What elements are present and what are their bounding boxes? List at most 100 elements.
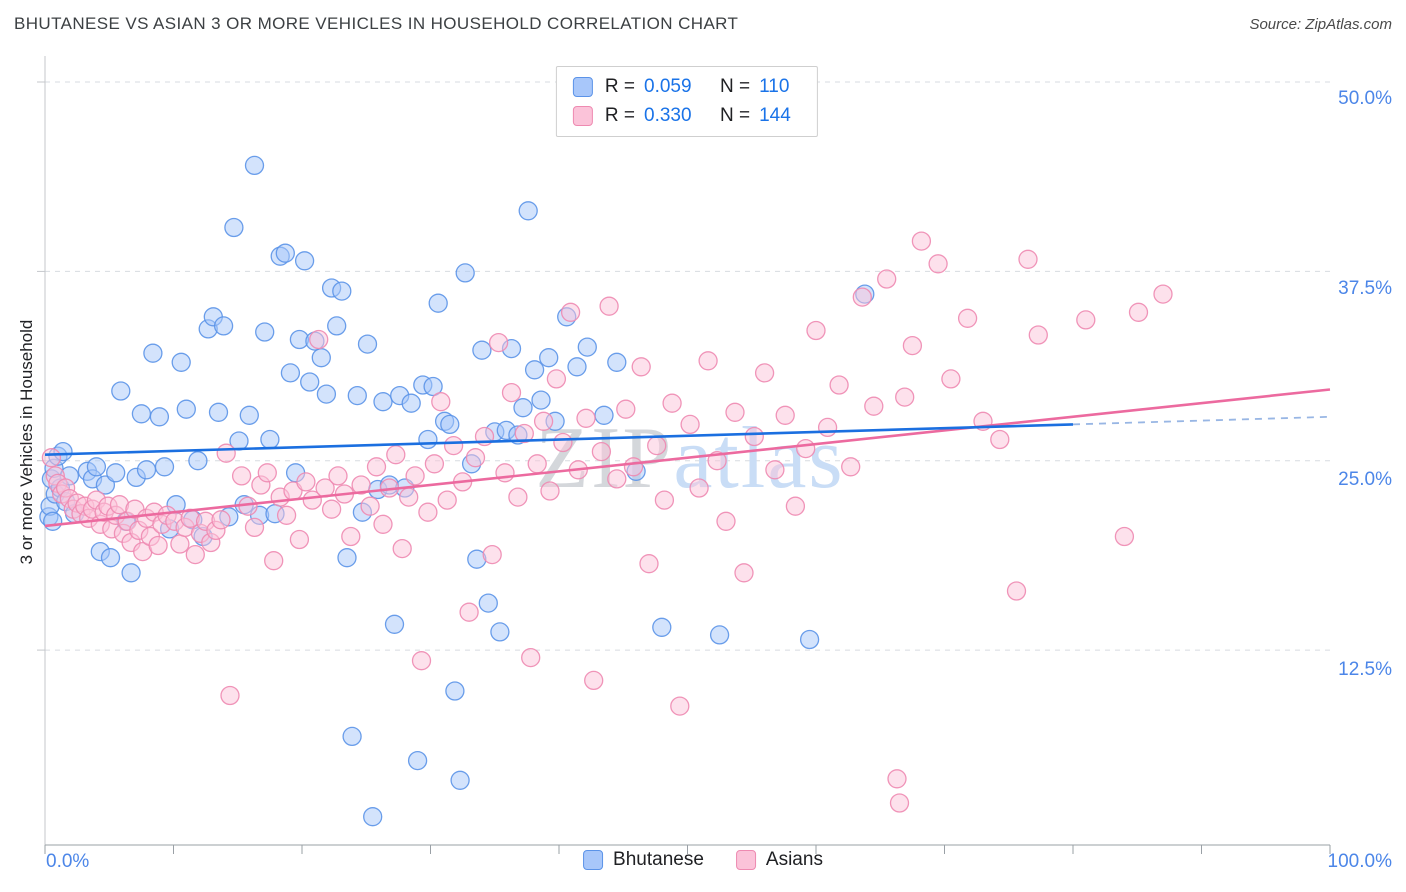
- data-point-asians: [495, 463, 515, 483]
- data-point-bhutanese: [337, 548, 357, 568]
- data-point-bhutanese: [294, 251, 315, 271]
- data-point-asians: [1114, 526, 1135, 547]
- correlation-legend: R = 0.059 N = 110 R = 0.330 N = 144: [555, 66, 819, 137]
- data-point-asians: [514, 423, 534, 444]
- data-point-asians: [616, 399, 636, 419]
- data-point-asians: [877, 269, 897, 289]
- data-point-bhutanese: [100, 548, 121, 568]
- data-point-asians: [928, 254, 948, 274]
- data-point-bhutanese: [171, 352, 191, 372]
- data-point-bhutanese: [188, 451, 208, 471]
- source-attribution: Source: ZipAtlas.com: [1249, 16, 1392, 33]
- data-point-asians: [670, 696, 690, 716]
- data-point-bhutanese: [121, 563, 141, 583]
- n-label: N =: [720, 105, 751, 126]
- data-point-asians: [689, 478, 709, 498]
- data-point-asians: [501, 382, 522, 403]
- data-point-asians: [806, 320, 826, 341]
- data-point-bhutanese: [478, 593, 498, 613]
- data-point-bhutanese: [450, 770, 470, 790]
- n-value-bhutanese: 110: [759, 76, 790, 97]
- data-point-asians: [341, 526, 361, 547]
- x-tick-0: 0.0%: [46, 851, 90, 872]
- y-tick-50: 50.0%: [1338, 88, 1392, 109]
- data-point-bhutanese: [531, 390, 551, 410]
- asians-swatch: [572, 106, 593, 126]
- bhutanese-swatch: [572, 77, 593, 97]
- data-point-bhutanese: [106, 463, 126, 483]
- data-point-asians: [1076, 310, 1096, 330]
- data-point-bhutanese: [43, 511, 63, 531]
- data-point-bhutanese: [275, 243, 295, 263]
- data-point-bhutanese: [260, 429, 280, 450]
- data-point-asians: [465, 448, 486, 468]
- data-point-bhutanese: [255, 322, 275, 342]
- data-point-bhutanese: [111, 381, 131, 401]
- data-point-bhutanese: [213, 316, 234, 336]
- data-point-bhutanese: [357, 334, 378, 354]
- data-point-bhutanese: [567, 357, 587, 377]
- data-point-asians: [309, 329, 329, 350]
- data-point-asians: [540, 481, 560, 501]
- data-point-asians: [902, 335, 923, 356]
- data-point-asians: [170, 534, 190, 554]
- page-title: BHUTANESE VS ASIAN 3 OR MORE VEHICLES IN…: [14, 14, 739, 33]
- data-point-bhutanese: [224, 217, 244, 238]
- data-point-asians: [231, 466, 252, 486]
- data-point-asians: [841, 457, 861, 477]
- data-point-bhutanese: [363, 807, 383, 827]
- data-point-bhutanese: [332, 281, 352, 301]
- data-point-asians: [276, 505, 297, 525]
- data-point-asians: [734, 563, 754, 583]
- data-point-asians: [321, 499, 342, 519]
- data-point-asians: [1006, 581, 1027, 601]
- trend-line-bhutanese-extension: [1072, 415, 1331, 426]
- data-point-asians: [41, 448, 62, 468]
- data-point-bhutanese: [149, 407, 170, 427]
- data-point-bhutanese: [342, 726, 362, 747]
- data-point-bhutanese: [539, 348, 559, 368]
- data-point-asians: [957, 308, 978, 328]
- data-point-asians: [431, 392, 451, 412]
- r-label: R =: [604, 76, 635, 97]
- bhutanese-swatch: [583, 850, 604, 870]
- data-point-bhutanese: [799, 629, 820, 650]
- data-point-bhutanese: [244, 155, 265, 176]
- r-value-bhutanese: 0.059: [644, 76, 692, 97]
- data-point-bhutanese: [652, 617, 672, 637]
- y-tick-12-5: 12.5%: [1338, 659, 1392, 680]
- data-point-asians: [941, 369, 961, 389]
- data-point-bhutanese: [445, 681, 465, 701]
- data-point-asians: [302, 490, 322, 510]
- data-point-bhutanese: [300, 372, 320, 392]
- data-point-asians: [366, 457, 387, 477]
- legend-item-bhutanese: Bhutanese: [583, 849, 704, 871]
- data-point-bhutanese: [513, 398, 533, 418]
- data-point-bhutanese: [407, 750, 428, 771]
- data-point-asians: [716, 511, 736, 531]
- data-point-bhutanese: [347, 385, 367, 406]
- data-point-bhutanese: [440, 414, 460, 435]
- data-point-asians: [1128, 302, 1149, 322]
- data-point-asians: [443, 435, 464, 456]
- data-point-asians: [328, 466, 348, 486]
- asians-swatch: [735, 850, 756, 870]
- data-point-asians: [437, 490, 457, 510]
- legend-label-asians: Asians: [765, 849, 823, 870]
- r-label: R =: [604, 105, 635, 126]
- data-point-bhutanese: [428, 293, 448, 313]
- data-point-asians: [591, 441, 612, 462]
- data-point-bhutanese: [401, 393, 421, 413]
- data-point-asians: [796, 438, 816, 459]
- data-point-bhutanese: [518, 201, 538, 221]
- data-point-bhutanese: [239, 405, 259, 425]
- data-point-bhutanese: [311, 348, 331, 368]
- data-point-bhutanese: [327, 316, 347, 336]
- data-point-asians: [289, 529, 310, 550]
- data-point-bhutanese: [208, 402, 229, 422]
- data-point-asians: [220, 685, 240, 706]
- trend-line-asians: [44, 388, 1331, 528]
- data-point-bhutanese: [86, 457, 107, 477]
- data-point-asians: [662, 393, 682, 413]
- r-value-asians: 0.330: [644, 105, 692, 126]
